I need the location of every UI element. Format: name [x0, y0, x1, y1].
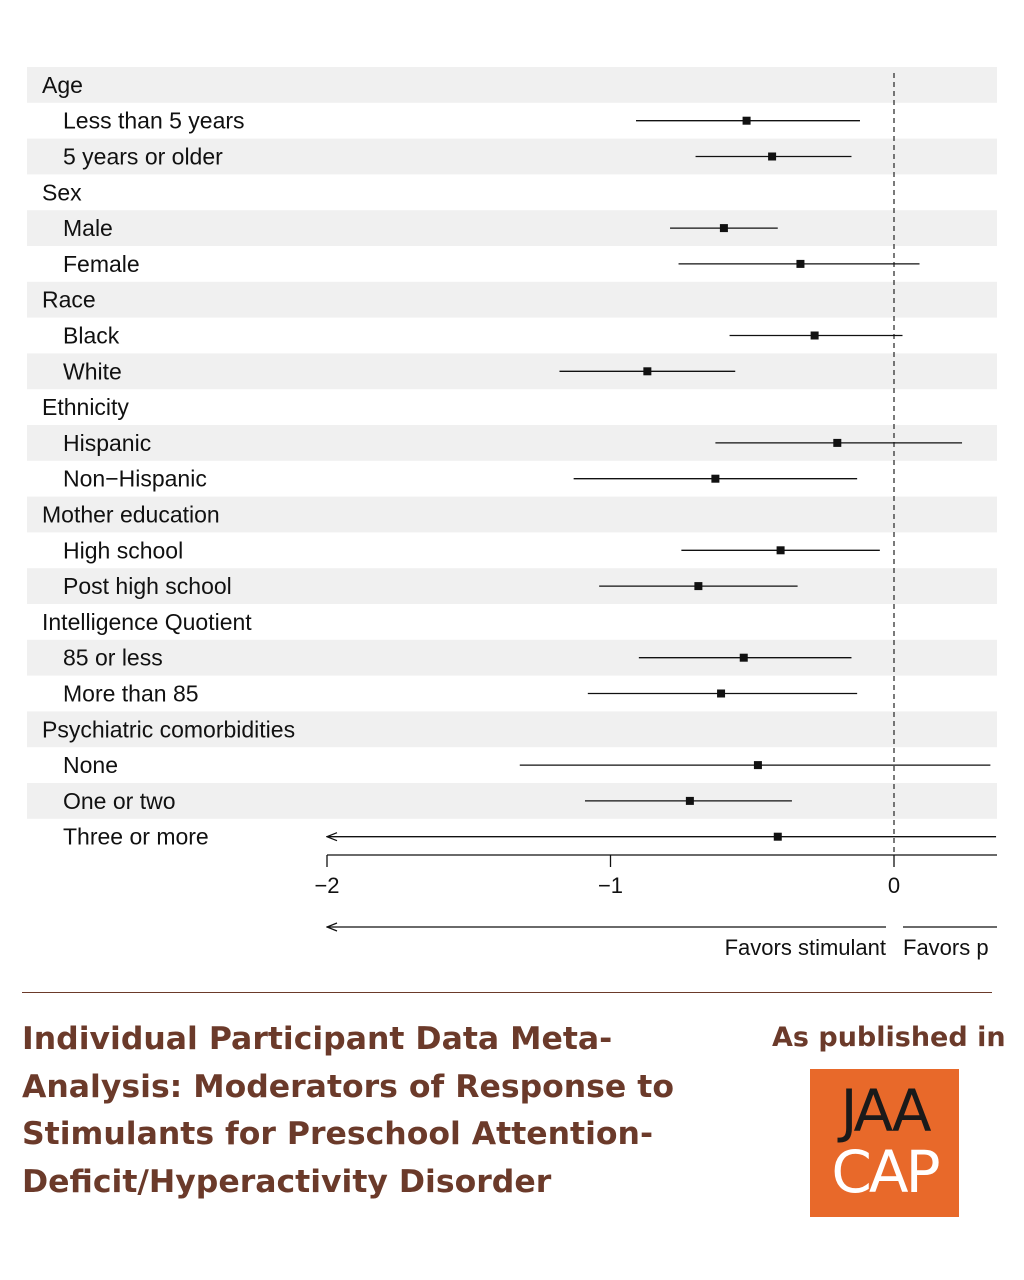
subgroup-label: 85 or less — [63, 645, 163, 671]
forest-plot-svg: Age Less than 5 years 5 years or older Sex M… — [27, 67, 997, 960]
point-estimate — [776, 546, 785, 555]
group-header: Mother education — [42, 502, 220, 528]
point-estimate — [753, 761, 762, 770]
row-band — [27, 210, 997, 246]
favors-left-label: Favors stimulant — [725, 935, 886, 960]
subgroup-label: Female — [63, 251, 140, 277]
row-band — [27, 639, 997, 676]
article-title: Individual Participant Data Meta-Analysi… — [22, 1021, 674, 1200]
subgroup-label: Post high school — [63, 573, 232, 599]
point-estimate — [739, 653, 748, 662]
row-band — [27, 568, 997, 604]
point-estimate — [711, 474, 720, 483]
row-band — [27, 783, 997, 819]
subgroup-label: One or two — [63, 788, 176, 814]
point-estimate — [773, 832, 782, 841]
group-header: Age — [42, 72, 83, 98]
subgroup-label: Hispanic — [63, 430, 151, 456]
point-estimate — [796, 259, 805, 268]
row-band — [27, 711, 997, 748]
subgroup-label: Male — [63, 215, 113, 241]
subgroup-label: Non−Hispanic — [63, 466, 207, 492]
forest-plot: Age Less than 5 years 5 years or older Sex M… — [27, 67, 997, 960]
logo-line-1: JAA — [840, 1077, 931, 1145]
row-band — [27, 353, 997, 390]
subgroup-label: High school — [63, 537, 183, 563]
subgroup-label: Less than 5 years — [63, 108, 245, 134]
subgroup-label: White — [63, 358, 122, 384]
x-tick-label: −1 — [598, 873, 623, 898]
x-tick-label: 0 — [888, 873, 900, 898]
subgroup-label: Three or more — [63, 824, 209, 850]
point-estimate — [694, 582, 703, 591]
row-band — [27, 67, 997, 103]
jaacap-logo: JAA CAP — [810, 1069, 959, 1217]
group-header: Ethnicity — [42, 394, 129, 420]
point-estimate — [768, 152, 777, 161]
point-estimate — [742, 116, 751, 125]
row-band — [27, 281, 997, 318]
logo-line-2: CAP — [831, 1138, 940, 1206]
divider — [22, 992, 992, 993]
group-header: Psychiatric comorbidities — [42, 716, 295, 742]
group-header: Sex — [42, 179, 82, 205]
group-header: Race — [42, 287, 96, 313]
point-estimate — [810, 331, 819, 340]
group-header: Intelligence Quotient — [42, 609, 252, 635]
row-band — [27, 496, 997, 533]
x-tick-label: −2 — [314, 873, 339, 898]
published-label: As published in — [772, 1022, 1006, 1053]
subgroup-label: None — [63, 752, 118, 778]
point-estimate — [685, 796, 694, 805]
point-estimate — [719, 224, 728, 233]
favors-right-label: Favors p — [903, 935, 989, 960]
subgroup-label: 5 years or older — [63, 144, 223, 170]
point-estimate — [833, 438, 842, 447]
point-estimate — [717, 689, 726, 698]
point-estimate — [643, 367, 652, 376]
subgroup-label: Black — [63, 323, 120, 349]
subgroup-label: More than 85 — [63, 681, 199, 707]
